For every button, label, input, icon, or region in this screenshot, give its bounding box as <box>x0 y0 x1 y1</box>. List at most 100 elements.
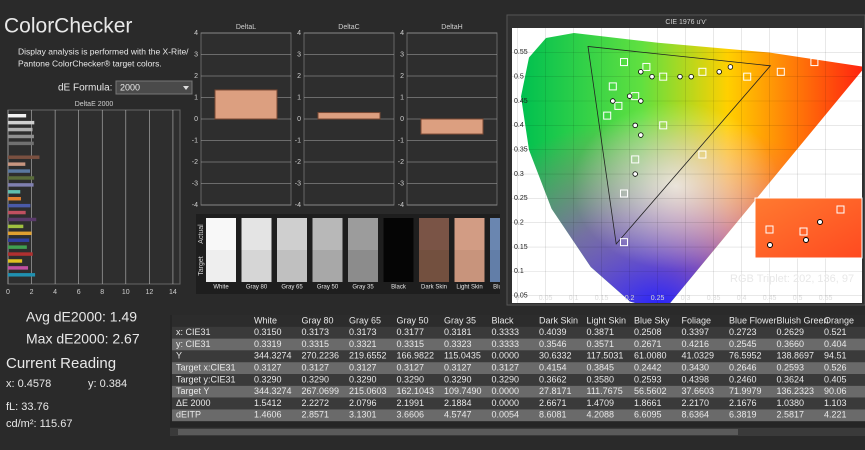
column-header: Gray 80 <box>302 315 334 325</box>
swatch-target <box>490 250 500 282</box>
target-point <box>614 101 623 110</box>
cell: 0.2593 <box>634 374 662 384</box>
cell: 0.2723 <box>729 327 757 337</box>
rgb-triplet: RGB Triplet: 202, 136, 97 <box>730 273 854 285</box>
cell: 117.5031 <box>587 351 624 361</box>
cell: 0.3315 <box>397 339 425 349</box>
bar <box>8 224 24 229</box>
swatch-target <box>241 250 272 282</box>
inset-marker <box>765 225 774 234</box>
chart-title: DeltaC <box>338 24 359 31</box>
x-tick-label: 12 <box>145 289 153 296</box>
measured-point <box>727 64 734 70</box>
row-label: Target y:CIE31 <box>176 374 236 384</box>
measured-point <box>716 69 722 75</box>
cell: 0.2671 <box>634 339 662 349</box>
cell: 270.2236 <box>302 351 340 361</box>
cell: 0.3290 <box>492 374 520 384</box>
cell: 0.3127 <box>302 362 330 372</box>
x-tick-label: 6 <box>77 289 81 296</box>
cell: 1.103 <box>824 398 847 408</box>
cell: 0.3662 <box>539 374 567 384</box>
bar <box>214 89 278 120</box>
column-header: Gray 35 <box>444 315 476 325</box>
cell: 41.0329 <box>682 351 715 361</box>
cell: 111.7675 <box>587 386 623 396</box>
measured-point <box>677 73 683 80</box>
y-tick-label: 0.2 <box>514 220 524 227</box>
cell: 2.1991 <box>397 398 425 408</box>
locus-white <box>521 33 862 303</box>
bar <box>8 210 26 215</box>
cell: 2.0796 <box>349 398 377 408</box>
y-tick-label: 0.3 <box>514 171 524 178</box>
x-tick-label: 0.35 <box>707 295 721 302</box>
bar <box>8 114 27 118</box>
cell: 0.3319 <box>254 339 282 349</box>
cell: 0.0054 <box>492 410 520 420</box>
swatch-name: Gray 50 <box>317 285 339 291</box>
y-tick-label: 4 <box>194 30 198 37</box>
cell: 0.3333 <box>492 339 520 349</box>
x-tick-label: 0 <box>6 289 10 296</box>
y-tick-label: 2 <box>194 73 198 80</box>
row-label: ΔE 2000 <box>176 398 211 408</box>
swatch-name: Black <box>391 285 407 291</box>
cell: 90.06 <box>824 386 847 396</box>
y-tick-label: 0.55 <box>514 49 528 56</box>
swatch-target <box>454 250 485 282</box>
swatch-name: White <box>213 285 229 291</box>
cell: 0.405 <box>824 374 847 384</box>
y-tick-label: 3 <box>297 51 301 58</box>
cell: 4.2088 <box>587 410 615 420</box>
formula-label: dE Formula: <box>58 83 112 94</box>
cell: 0.3177 <box>397 327 425 337</box>
inset-marker <box>767 242 773 248</box>
y-tick-label: -2 <box>398 159 404 166</box>
x-tick-label: 4 <box>53 289 57 296</box>
bar <box>8 245 27 249</box>
bar <box>8 217 37 222</box>
inset-marker <box>817 219 823 225</box>
y-tick-label: -3 <box>295 180 301 187</box>
y-tick-label: 3 <box>194 51 198 58</box>
swatch-actual <box>206 218 236 250</box>
cell: 138.8697 <box>777 351 815 361</box>
table-row <box>172 374 865 386</box>
target-point <box>620 189 628 198</box>
bar <box>8 203 31 208</box>
cell: 37.6603 <box>682 386 715 396</box>
cell: 0.3624 <box>777 374 805 384</box>
formula-dropdown[interactable] <box>115 80 193 95</box>
cell: 76.5952 <box>729 351 762 361</box>
bar <box>8 176 35 180</box>
cell: 3.1301 <box>349 410 377 420</box>
swatch-actual <box>490 218 500 250</box>
reading-luminance: cd/m²: 115.67 <box>6 418 72 430</box>
scroll-thumb[interactable] <box>178 429 738 435</box>
table-row <box>172 362 865 374</box>
measured-point <box>649 73 655 80</box>
bar <box>8 169 31 173</box>
swatch-actual <box>277 218 307 250</box>
header-row <box>172 315 865 327</box>
y-tick-label: 0.25 <box>514 195 528 202</box>
target-point <box>659 121 668 130</box>
row-label: Actual <box>198 224 205 244</box>
bar <box>8 162 26 166</box>
column-header: Bluish Green <box>777 315 829 325</box>
reading-x: x: 0.4578 <box>6 378 51 390</box>
swatch-target <box>277 250 307 282</box>
cell: 1.5412 <box>254 398 282 408</box>
cell: 1.4709 <box>587 398 615 408</box>
x-tick-label: 0.45 <box>763 295 777 302</box>
cell: 0.3660 <box>777 339 805 349</box>
y-tick-label: 1 <box>297 94 301 101</box>
cell: 0.2593 <box>777 362 805 372</box>
swatch-actual <box>419 218 449 250</box>
cell: 0.2442 <box>634 362 662 372</box>
y-tick-label: -1 <box>295 137 301 144</box>
y-tick-label: 0.1 <box>514 268 524 275</box>
column-header: Gray 50 <box>397 315 429 325</box>
